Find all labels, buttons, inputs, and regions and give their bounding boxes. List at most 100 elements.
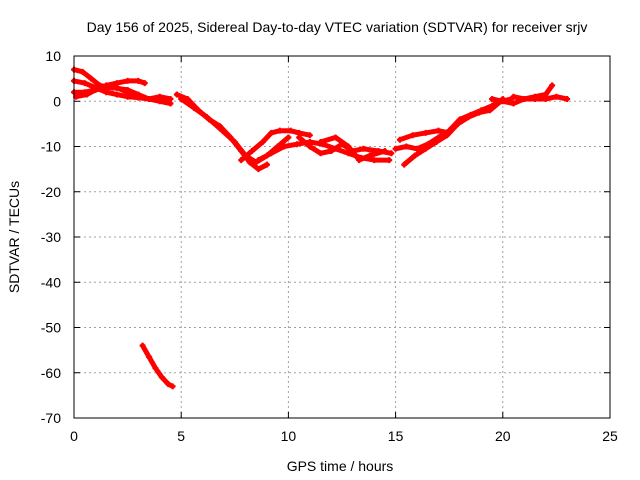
data-point <box>285 134 292 141</box>
data-point <box>489 102 496 109</box>
data-point <box>422 129 429 136</box>
data-point <box>191 105 198 112</box>
data-point <box>478 107 485 114</box>
x-axis-label: GPS time / hours <box>287 458 394 474</box>
data-point <box>173 91 180 98</box>
data-point <box>88 75 95 82</box>
data-point <box>409 132 416 139</box>
data-point <box>238 157 245 164</box>
x-tick-labels: 0 5 10 15 20 25 <box>70 428 618 444</box>
data-point <box>531 95 538 102</box>
data-point <box>216 125 223 132</box>
data-point <box>276 127 283 134</box>
data-point <box>135 93 142 100</box>
data-point <box>165 381 172 388</box>
y-tick-label: -70 <box>41 410 61 426</box>
data-point <box>366 152 373 159</box>
data-point <box>435 127 442 134</box>
data-point <box>92 86 99 93</box>
data-point <box>388 150 395 157</box>
data-point <box>161 98 168 105</box>
data-point <box>489 95 496 102</box>
data-point <box>103 84 110 91</box>
series-satellite-track-14 <box>489 82 556 107</box>
data-point <box>124 89 131 96</box>
data-point <box>268 150 275 157</box>
data-point <box>141 80 148 87</box>
data-point <box>345 143 352 150</box>
data-point <box>306 143 313 150</box>
x-tick-label: 15 <box>388 428 404 444</box>
data-point <box>79 68 86 75</box>
data-series <box>71 66 571 390</box>
data-point <box>332 134 339 141</box>
data-point <box>392 145 399 152</box>
data-point <box>510 93 517 100</box>
x-tick-label: 20 <box>495 428 511 444</box>
plot-frame <box>73 55 611 419</box>
y-tick-label: -20 <box>41 184 61 200</box>
data-point <box>396 136 403 143</box>
series-satellite-track-13 <box>392 95 506 152</box>
series-satellite-track-4 <box>73 84 168 105</box>
data-point <box>152 365 159 372</box>
y-tick-label: 10 <box>45 48 61 64</box>
data-point <box>306 132 313 139</box>
data-point <box>113 91 120 98</box>
data-point <box>386 157 393 164</box>
y-tick-label: -40 <box>41 274 61 290</box>
data-point <box>510 100 517 107</box>
x-tick-label: 25 <box>602 428 618 444</box>
y-tick-label: -60 <box>41 365 61 381</box>
x-tick-label: 0 <box>70 428 78 444</box>
data-point <box>113 84 120 91</box>
data-point <box>287 127 294 134</box>
data-point <box>293 141 300 148</box>
data-point <box>81 80 88 87</box>
y-tick-label: -10 <box>41 139 61 155</box>
data-point <box>414 145 421 152</box>
data-point <box>549 82 556 89</box>
data-point <box>135 77 142 84</box>
data-point <box>167 95 174 102</box>
data-point <box>263 161 270 168</box>
y-tick-label: 0 <box>53 93 61 109</box>
y-axis-label: SDTVAR / TECUs <box>6 181 22 293</box>
data-point <box>248 148 255 155</box>
x-tick-label: 10 <box>281 428 297 444</box>
data-point <box>435 134 442 141</box>
data-point <box>401 161 408 168</box>
data-point <box>356 157 363 164</box>
data-point <box>411 152 418 159</box>
data-point <box>467 111 474 118</box>
data-point <box>203 114 210 121</box>
y-tick-label: -30 <box>41 229 61 245</box>
data-point <box>259 138 266 145</box>
series-track <box>393 96 506 152</box>
data-point <box>124 77 131 84</box>
chart-title: Day 156 of 2025, Sidereal Day-to-day VTE… <box>87 19 588 35</box>
data-point <box>178 95 185 102</box>
x-tick-label: 5 <box>177 428 185 444</box>
data-point <box>158 374 165 381</box>
data-point <box>146 95 153 102</box>
data-point <box>268 129 275 136</box>
data-point <box>255 166 262 173</box>
data-point <box>424 141 431 148</box>
data-point <box>255 157 262 164</box>
data-point <box>403 143 410 150</box>
data-point <box>146 353 153 360</box>
data-point <box>328 148 335 155</box>
data-point <box>345 150 352 157</box>
y-tick-labels: 10 0 -10 -20 -30 -40 -50 -60 -70 <box>41 48 61 426</box>
data-point <box>169 383 176 390</box>
series-track <box>140 343 176 389</box>
data-point <box>139 342 146 349</box>
data-point <box>296 134 303 141</box>
data-point <box>521 95 528 102</box>
data-point <box>499 98 506 105</box>
series-satellite-track-16 <box>139 342 176 390</box>
data-point <box>542 95 549 102</box>
data-point <box>231 138 238 145</box>
